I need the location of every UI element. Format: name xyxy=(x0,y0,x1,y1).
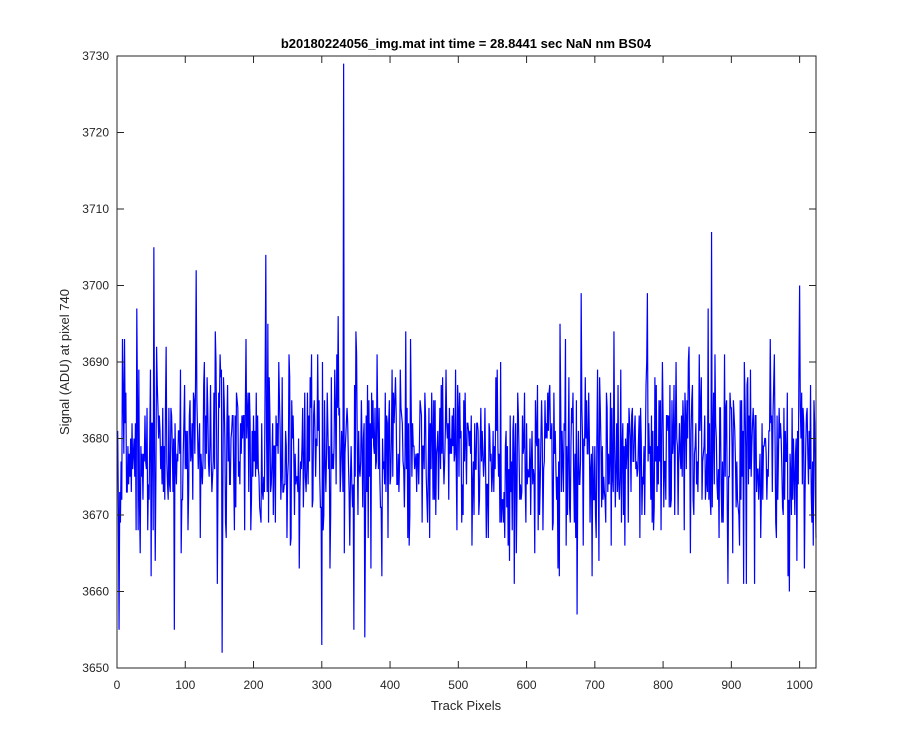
series-layer xyxy=(117,63,817,653)
x-tick-label: 300 xyxy=(312,678,332,692)
y-tick-label: 3680 xyxy=(82,432,109,446)
x-tick-label: 600 xyxy=(517,678,537,692)
y-axis-label: Signal (ADU) at pixel 740 xyxy=(57,289,72,435)
x-tick-label: 400 xyxy=(380,678,400,692)
x-tick-label: 200 xyxy=(244,678,264,692)
x-tick-label: 500 xyxy=(448,678,468,692)
y-tick-label: 3670 xyxy=(82,508,109,522)
y-tick-label: 3710 xyxy=(82,202,109,216)
x-tick-label: 1000 xyxy=(786,678,813,692)
x-tick-label: 900 xyxy=(721,678,741,692)
x-tick-label: 700 xyxy=(585,678,605,692)
y-tick-label: 3660 xyxy=(82,585,109,599)
y-tick-label: 3730 xyxy=(82,49,109,63)
y-tick-label: 3700 xyxy=(82,279,109,293)
y-tick-label: 3720 xyxy=(82,126,109,140)
signal-series-line xyxy=(117,63,817,653)
y-tick-label: 3650 xyxy=(82,661,109,675)
y-axis-ticks: 3650 3660 3670 3680 3690 3700 3710 3720 3730 xyxy=(82,49,816,675)
chart-title: b20180224056_img.mat int time = 28.8441 … xyxy=(281,36,652,51)
x-tick-label: 0 xyxy=(114,678,121,692)
y-tick-label: 3690 xyxy=(82,355,109,369)
x-tick-label: 800 xyxy=(653,678,673,692)
x-tick-label: 100 xyxy=(175,678,195,692)
x-axis-label: Track Pixels xyxy=(431,698,502,713)
x-axis-ticks: 0 100 200 300 400 500 600 700 800 900 1000 xyxy=(114,56,813,692)
